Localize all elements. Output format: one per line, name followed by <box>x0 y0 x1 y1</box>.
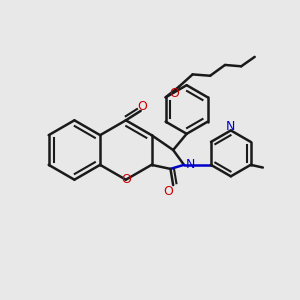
Text: O: O <box>163 185 173 198</box>
Text: O: O <box>137 100 147 113</box>
Text: O: O <box>121 173 131 186</box>
Text: N: N <box>226 120 236 133</box>
Text: N: N <box>185 158 195 171</box>
Text: O: O <box>169 87 179 100</box>
